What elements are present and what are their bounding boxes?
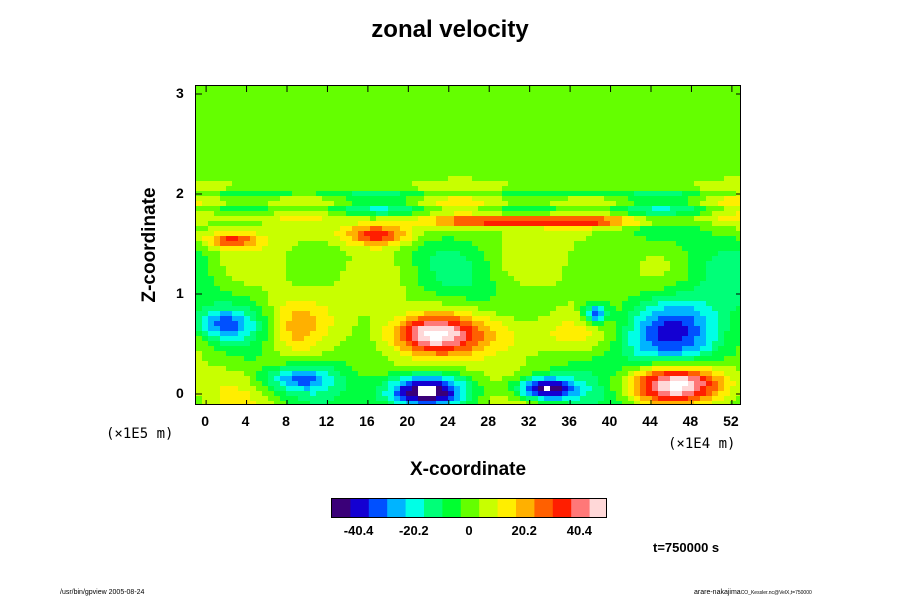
- axis-ticks: [196, 86, 740, 404]
- x-tick-label: 44: [642, 413, 658, 429]
- colorbar-swatch: [571, 499, 591, 517]
- heatmap-cells: [196, 86, 740, 404]
- colorbar-swatches: [332, 499, 606, 517]
- x-tick-label: 28: [480, 413, 497, 429]
- colorbar-tick-label: 0: [465, 523, 473, 538]
- x-scale-label: (×1E4 m): [668, 436, 736, 452]
- y-scale-label: (×1E5 m): [106, 426, 174, 442]
- colorbar-swatch: [405, 499, 425, 517]
- colorbar-swatch: [552, 499, 572, 517]
- colorbar-swatch: [442, 499, 462, 517]
- colorbar-swatch: [387, 499, 407, 517]
- y-tick-label: 3: [176, 85, 184, 101]
- x-tick-label: 8: [282, 413, 290, 429]
- y-axis-label: Z-coordinate: [139, 187, 160, 303]
- footer-left: /usr/bin/gpview 2005-08-24: [60, 589, 145, 596]
- footer-right: arare-nakajimaCO_Kessler.nc@VelX,t=75000…: [694, 589, 812, 596]
- footer-right-main: arare-nakajima: [694, 589, 741, 596]
- colorbar-swatch: [332, 499, 351, 517]
- x-tick-label: 4: [241, 413, 250, 429]
- y-tick-label: 2: [176, 185, 184, 201]
- x-tick-label: 12: [318, 413, 335, 429]
- plot-area: [195, 85, 741, 405]
- x-tick-label: 16: [359, 413, 375, 429]
- colorbar-swatch: [516, 499, 535, 517]
- colorbar-swatch: [479, 499, 499, 517]
- colorbar-swatch: [368, 499, 388, 517]
- colorbar: [331, 498, 607, 518]
- footer-right-small: CO_Kessler.nc@VelX,t=750000: [740, 590, 812, 596]
- colorbar-swatch: [534, 499, 554, 517]
- colorbar-swatch: [497, 499, 517, 517]
- x-tick-label: 24: [439, 413, 456, 429]
- colorbar-swatch: [460, 499, 480, 517]
- heatmap-canvas: [196, 86, 740, 404]
- time-label: t=750000 s: [653, 540, 720, 555]
- x-tick-label: 52: [723, 413, 739, 429]
- x-axis-label: X-coordinate: [409, 459, 527, 480]
- y-tick-label: 0: [176, 385, 184, 401]
- chart-title: zonal velocity: [371, 16, 529, 43]
- x-tick-label: 40: [601, 413, 618, 429]
- colorbar-tick-label: 20.2: [511, 523, 537, 538]
- colorbar-swatch: [589, 499, 606, 517]
- colorbar-tick-label: -40.4: [343, 523, 374, 538]
- colorbar-swatch: [424, 499, 443, 517]
- x-tick-label: 48: [682, 413, 699, 429]
- x-tick-label: 32: [520, 413, 537, 429]
- colorbar-swatch: [350, 499, 370, 517]
- x-tick-label: 36: [561, 413, 577, 429]
- x-tick-label: 0: [201, 413, 210, 429]
- colorbar-tick-label: -20.2: [398, 523, 429, 538]
- colorbar-tick-label: 40.4: [566, 523, 593, 538]
- x-tick-label: 20: [399, 413, 416, 429]
- y-tick-label: 1: [176, 285, 184, 301]
